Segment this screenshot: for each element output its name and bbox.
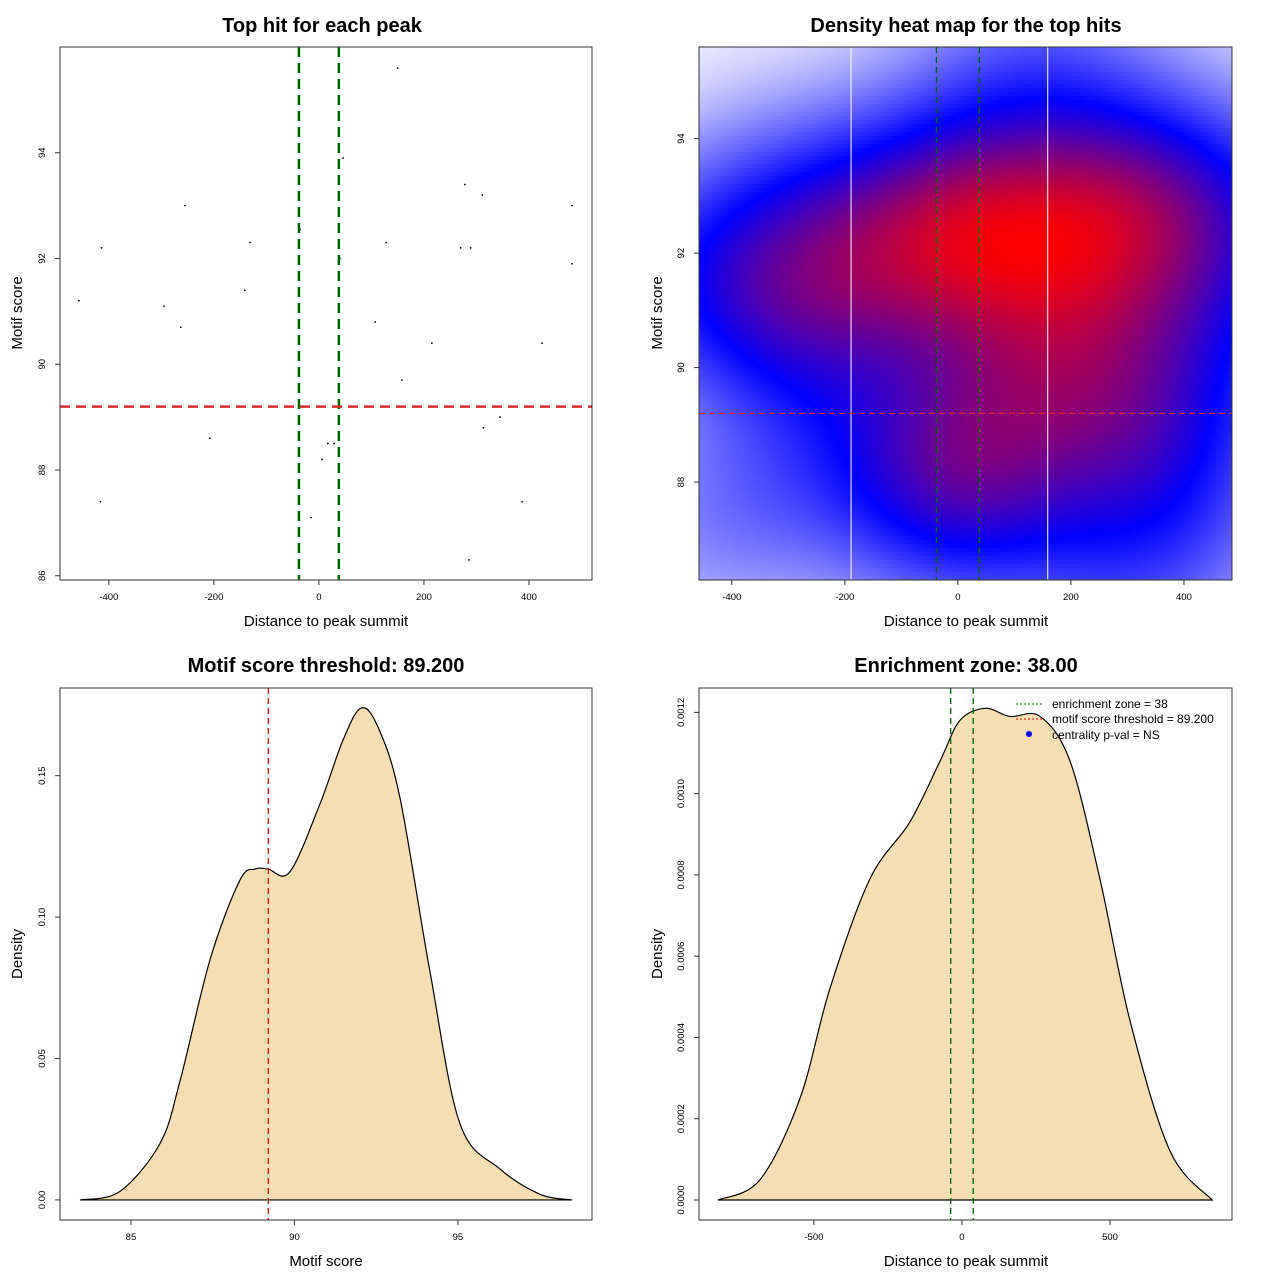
panel-4-title: Enrichment zone: 38.00	[854, 655, 1077, 677]
panel-3-y-tick-label: 0.15	[37, 766, 48, 785]
panel-2-plot-frame	[698, 46, 1233, 581]
panel-1-data-point	[482, 426, 485, 429]
panel-4-density-curve	[717, 707, 1214, 1201]
panel-1-data-point	[464, 183, 466, 186]
panel-1-data-point	[430, 342, 433, 345]
panel-1-x-tick-label: -200	[204, 592, 223, 603]
panel-1-data-point	[184, 204, 186, 207]
panel-1-y-tick-label: 88	[37, 465, 48, 476]
panel-3-title: Motif score threshold: 89.200	[188, 655, 465, 677]
panel-1-xlabel: Distance to peak summit	[244, 613, 409, 630]
panel-3-density-curve	[79, 707, 573, 1201]
panel-1-x-tick-label: 200	[416, 592, 432, 603]
panel-4-y-tick-label: 0.0004	[676, 1023, 687, 1052]
panel-1-data-point	[499, 416, 501, 419]
panel-3-x-tick-label: 90	[289, 1232, 300, 1243]
panel-1-y-tick-label: 92	[37, 253, 48, 264]
panel-2-x-tick-label: 0	[955, 592, 960, 603]
legend-threshold-label: motif score threshold = 89.200	[1052, 712, 1214, 726]
panel-2-y-tick-label: 88	[676, 477, 687, 488]
panel-1-ylabel: Motif score	[9, 276, 26, 349]
panel-1-data-point	[521, 500, 524, 503]
panel-4-y-tick-label: 0.0012	[676, 698, 687, 727]
panel-4-x-tick-label: 500	[1102, 1232, 1118, 1243]
panel-3-y-tick-label: 0.00	[37, 1191, 48, 1210]
panel-1-data-point	[396, 67, 399, 70]
panel-1-data-point	[100, 247, 103, 249]
legend: enrichment zone = 38 motif score thresho…	[1016, 697, 1214, 742]
panel-4-y-tick-label: 0.0008	[676, 860, 687, 889]
panel-4-y-tick-label: 0.0002	[676, 1104, 687, 1133]
panel-4-y-tick-label: 0.0006	[676, 942, 687, 971]
panel-2-y-tick-label: 94	[676, 133, 687, 144]
panel-3-x-tick-label: 85	[126, 1232, 137, 1243]
panel-2-x-tick-label: 400	[1176, 592, 1192, 603]
panel-1-data-point	[99, 500, 102, 503]
panel-4-ylabel: Density	[649, 928, 666, 979]
panel-1-data-point	[481, 194, 484, 196]
legend-enrichment-label: enrichment zone = 38	[1052, 697, 1168, 711]
panel-1-data-point	[374, 321, 377, 323]
panel-1-plot-frame	[59, 46, 593, 581]
panel-4-y-tick-label: 0.0000	[676, 1185, 687, 1214]
panel-2-x-tick-label: -200	[835, 592, 854, 603]
panel-1-data-point	[326, 442, 329, 445]
panel-3-xlabel: Motif score	[289, 1253, 362, 1270]
panel-4-xlabel: Distance to peak summit	[884, 1253, 1049, 1270]
panel-1-x-tick-label: 0	[316, 592, 321, 603]
panel-1-data-point	[469, 247, 472, 249]
panel-4-x-tick-label: 0	[959, 1232, 964, 1243]
panel-1-data-point	[571, 204, 573, 207]
panel-1-y-tick-label: 90	[37, 359, 48, 370]
panel-3-x-tick-label: 95	[453, 1232, 464, 1243]
panel-1-x-tick-label: -400	[99, 592, 118, 603]
legend-centrality-point	[1026, 731, 1032, 737]
panel-1-data-point	[321, 458, 323, 461]
panel-1-data-point	[385, 241, 388, 244]
panel-1-y-tick-label: 94	[37, 147, 48, 158]
panel-1-data-point	[310, 516, 312, 519]
panel-4-x-tick-label: -500	[804, 1232, 823, 1243]
panel-4-plot-frame	[698, 687, 1233, 1221]
panel-1-y-tick-label: 86	[37, 570, 48, 581]
panel-3-ylabel: Density	[9, 928, 26, 979]
panel-1-data-point	[333, 442, 336, 445]
legend-centrality-label: centrality p-val = NS	[1052, 728, 1160, 742]
panel-1-data-point	[163, 305, 165, 307]
panel-2-xlabel: Distance to peak summit	[884, 613, 1049, 630]
panel-1-data-point	[459, 247, 462, 249]
panel-2-x-tick-label: -400	[722, 592, 741, 603]
panel-1-data-point	[571, 262, 573, 265]
panel-1-x-tick-label: 400	[521, 592, 537, 603]
panel-3-plot-frame	[59, 687, 593, 1221]
panel-2-y-tick-label: 92	[676, 248, 687, 259]
panel-4-y-tick-label: 0.0010	[676, 779, 687, 808]
panel-1-data-point	[400, 379, 403, 382]
panel-1-data-point	[243, 289, 246, 292]
panel-1-data-point	[468, 559, 471, 561]
panel-2-x-tick-label: 200	[1063, 592, 1079, 603]
panel-3-y-tick-label: 0.05	[37, 1049, 48, 1068]
panel-1-title: Top hit for each peak	[222, 15, 423, 37]
panel-3-y-tick-label: 0.10	[37, 908, 48, 927]
panel-1-data-point	[249, 241, 252, 244]
density-heatmap	[699, 47, 1232, 580]
panel-1-data-point	[179, 326, 182, 329]
panel-2-y-tick-label: 90	[676, 362, 687, 373]
panel-1-data-point	[342, 157, 344, 159]
panel-1-data-point	[541, 342, 544, 345]
panel-1-data-point	[208, 437, 211, 440]
panel-2-ylabel: Motif score	[649, 276, 666, 349]
panel-2-title: Density heat map for the top hits	[810, 15, 1121, 37]
panel-1-data-point	[78, 299, 80, 302]
